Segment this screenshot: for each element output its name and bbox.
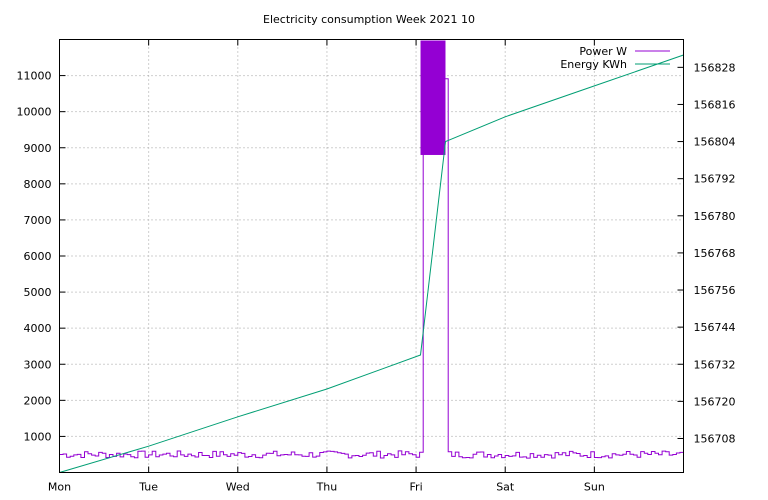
x-tick-label: Fri <box>410 481 423 494</box>
legend-label: Energy KWh <box>560 58 627 71</box>
power-w-line <box>59 51 684 459</box>
y-tick-label: 10000 <box>17 106 52 119</box>
y2-tick-label: 156804 <box>694 136 736 149</box>
y2-tick-label: 156780 <box>694 210 736 223</box>
y-tick-label: 1000 <box>24 430 52 443</box>
x-tick-label: Mon <box>48 481 71 494</box>
y-tick-label: 2000 <box>24 394 52 407</box>
x-tick-label: Thu <box>316 481 338 494</box>
y2-tick-label: 156756 <box>694 284 736 297</box>
x-tick-label: Sat <box>496 481 515 494</box>
power-w-spike <box>420 40 446 155</box>
x-tick-label: Tue <box>138 481 158 494</box>
y-tick-label: 5000 <box>24 286 52 299</box>
y-tick-label: 3000 <box>24 358 52 371</box>
y2-tick-label: 156732 <box>694 358 736 371</box>
plot-frame <box>59 39 684 473</box>
y-tick-label: 4000 <box>24 322 52 335</box>
y-tick-label: 9000 <box>24 142 52 155</box>
y2-tick-label: 156792 <box>694 173 736 186</box>
x-tick-label: Wed <box>226 481 250 494</box>
y2-tick-label: 156744 <box>694 321 736 334</box>
series <box>59 40 684 473</box>
energy-kwh-line <box>59 54 684 473</box>
x-tick-label: Sun <box>584 481 605 494</box>
y-tick-label: 6000 <box>24 250 52 263</box>
y2-tick-label: 156828 <box>694 61 736 74</box>
y2-tick-label: 156708 <box>694 432 736 445</box>
axes: 1000 2000 3000 4000 5000 6000 7000 8000 9000 1000… <box>17 39 736 494</box>
chart-title: Electricity consumption Week 2021 10 <box>263 13 475 26</box>
y-tick-label: 8000 <box>24 178 52 191</box>
y-tick-label: 7000 <box>24 214 52 227</box>
grid <box>59 39 684 473</box>
legend-label: Power W <box>579 45 627 58</box>
y2-tick-label: 156768 <box>694 247 736 260</box>
y-tick-label: 11000 <box>17 70 52 83</box>
y2-tick-label: 156720 <box>694 395 736 408</box>
y2-tick-label: 156816 <box>694 98 736 111</box>
